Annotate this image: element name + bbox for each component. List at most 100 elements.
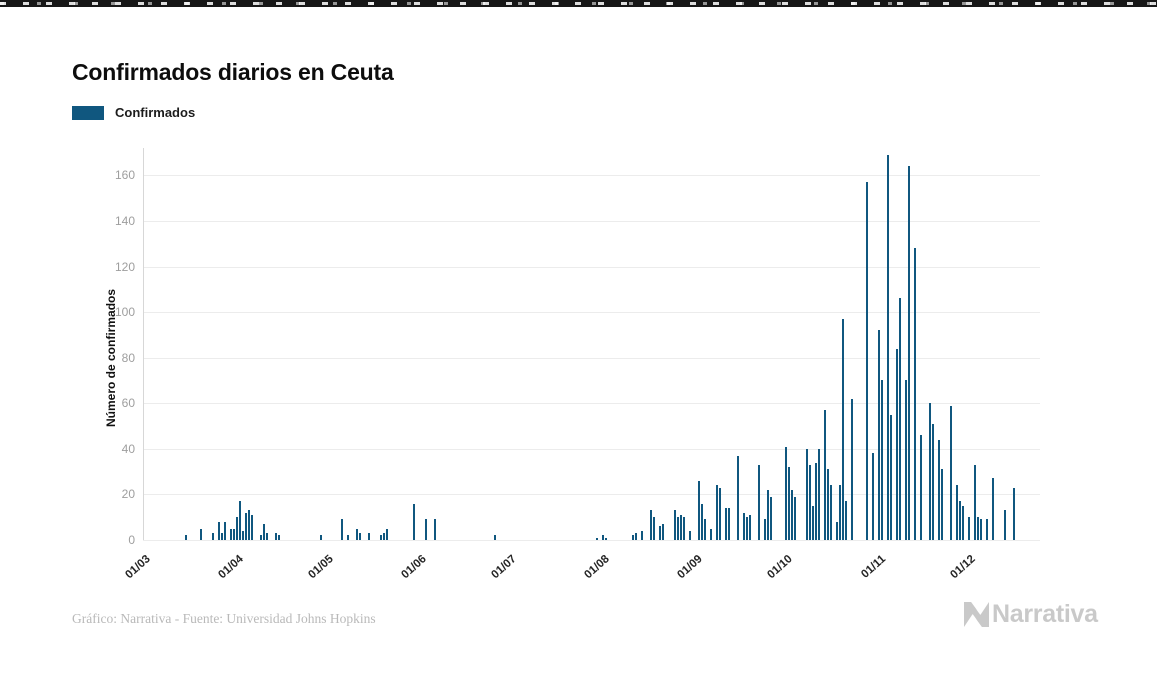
- bar[interactable]: [413, 503, 416, 540]
- bar[interactable]: [683, 517, 686, 540]
- bar[interactable]: [278, 535, 281, 540]
- bar[interactable]: [689, 530, 692, 540]
- bar[interactable]: [248, 510, 251, 540]
- bar[interactable]: [653, 517, 656, 540]
- bar[interactable]: [815, 462, 818, 540]
- bar[interactable]: [698, 480, 701, 540]
- bar[interactable]: [764, 519, 767, 540]
- bar[interactable]: [632, 535, 635, 540]
- bar[interactable]: [959, 501, 962, 540]
- bar[interactable]: [872, 453, 875, 540]
- bar[interactable]: [809, 464, 812, 540]
- bar[interactable]: [725, 508, 728, 540]
- bar[interactable]: [878, 330, 881, 540]
- bar[interactable]: [221, 533, 224, 540]
- bar[interactable]: [896, 348, 899, 540]
- bar[interactable]: [701, 503, 704, 540]
- bar[interactable]: [824, 410, 827, 540]
- bar[interactable]: [434, 519, 437, 540]
- bar[interactable]: [236, 517, 239, 540]
- bar[interactable]: [956, 485, 959, 540]
- bar[interactable]: [905, 380, 908, 540]
- bar[interactable]: [830, 485, 833, 540]
- bar[interactable]: [494, 535, 497, 540]
- bar[interactable]: [899, 298, 902, 540]
- bar[interactable]: [704, 519, 707, 540]
- bar[interactable]: [710, 528, 713, 540]
- bar[interactable]: [950, 405, 953, 540]
- bar[interactable]: [986, 519, 989, 540]
- bar[interactable]: [383, 533, 386, 540]
- bar[interactable]: [743, 512, 746, 540]
- bar[interactable]: [635, 533, 638, 540]
- bar[interactable]: [785, 446, 788, 540]
- bar[interactable]: [767, 489, 770, 540]
- bar[interactable]: [233, 528, 236, 540]
- bar[interactable]: [716, 485, 719, 540]
- bar[interactable]: [746, 517, 749, 540]
- bar[interactable]: [1013, 487, 1016, 540]
- bar[interactable]: [890, 414, 893, 540]
- bar[interactable]: [200, 528, 203, 540]
- bar[interactable]: [596, 537, 599, 540]
- bar[interactable]: [674, 510, 677, 540]
- bar[interactable]: [992, 478, 995, 540]
- bar[interactable]: [974, 464, 977, 540]
- bar[interactable]: [641, 530, 644, 540]
- bar[interactable]: [791, 489, 794, 540]
- bar[interactable]: [341, 519, 344, 540]
- bar[interactable]: [929, 403, 932, 540]
- bar[interactable]: [380, 535, 383, 540]
- bar[interactable]: [719, 487, 722, 540]
- bar[interactable]: [914, 248, 917, 540]
- bar[interactable]: [368, 533, 371, 540]
- bar[interactable]: [662, 524, 665, 540]
- bar[interactable]: [275, 533, 278, 540]
- bar[interactable]: [806, 448, 809, 540]
- bar[interactable]: [680, 514, 683, 540]
- bar[interactable]: [845, 501, 848, 540]
- bar[interactable]: [185, 535, 188, 540]
- bar[interactable]: [920, 435, 923, 540]
- bar[interactable]: [827, 469, 830, 540]
- bar[interactable]: [650, 510, 653, 540]
- bar[interactable]: [839, 485, 842, 540]
- bar[interactable]: [788, 467, 791, 540]
- bar[interactable]: [887, 154, 890, 540]
- bar[interactable]: [836, 521, 839, 540]
- bar[interactable]: [770, 496, 773, 540]
- bar[interactable]: [851, 398, 854, 540]
- bar[interactable]: [263, 524, 266, 540]
- bar[interactable]: [980, 519, 983, 540]
- bar[interactable]: [425, 519, 428, 540]
- bar[interactable]: [812, 505, 815, 540]
- bar[interactable]: [932, 423, 935, 540]
- bar[interactable]: [224, 521, 227, 540]
- bar[interactable]: [818, 448, 821, 540]
- bar[interactable]: [659, 526, 662, 540]
- bar[interactable]: [968, 517, 971, 540]
- bar[interactable]: [359, 533, 362, 540]
- bar[interactable]: [908, 166, 911, 540]
- bar[interactable]: [212, 533, 215, 540]
- bar[interactable]: [1004, 510, 1007, 540]
- bar[interactable]: [728, 508, 731, 540]
- bar[interactable]: [251, 514, 254, 540]
- bar[interactable]: [320, 535, 323, 540]
- bar[interactable]: [677, 517, 680, 540]
- bar[interactable]: [977, 517, 980, 540]
- bar[interactable]: [266, 533, 269, 540]
- bar[interactable]: [737, 455, 740, 540]
- bar[interactable]: [794, 496, 797, 540]
- bar[interactable]: [842, 318, 845, 540]
- bar[interactable]: [866, 182, 869, 540]
- bar[interactable]: [242, 530, 245, 540]
- bar[interactable]: [881, 380, 884, 540]
- bar[interactable]: [605, 537, 608, 540]
- bar[interactable]: [962, 505, 965, 540]
- bar[interactable]: [245, 512, 248, 540]
- bar[interactable]: [758, 464, 761, 540]
- bar[interactable]: [347, 535, 350, 540]
- bar[interactable]: [260, 535, 263, 540]
- bar[interactable]: [938, 439, 941, 540]
